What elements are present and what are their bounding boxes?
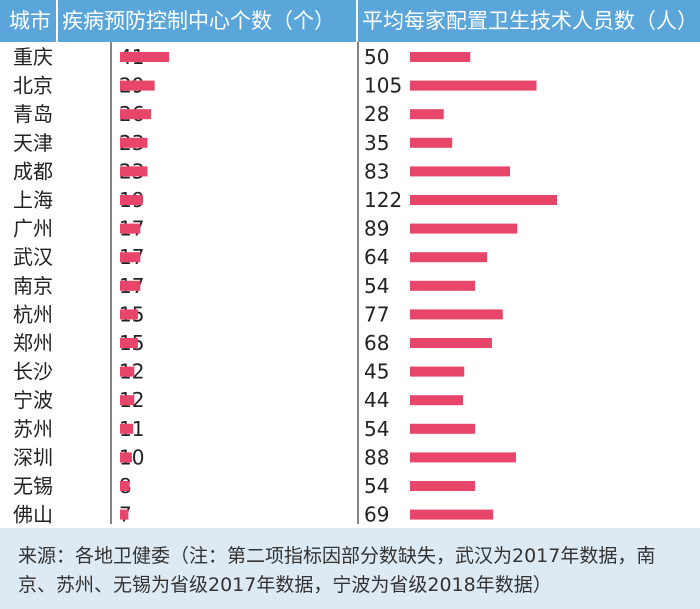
category-label: 青岛 [13,102,53,126]
value-label: 122 [364,188,402,212]
value-label: 35 [364,131,389,155]
bar-staff-per-cdc [410,80,537,91]
source-note: 来源：各地卫健委（注：第二项指标因部分数缺失，武汉为2017年数据，南京、苏州、… [0,528,700,609]
category-label: 无锡 [13,474,53,498]
bar-staff-per-cdc [410,252,488,263]
value-label: 28 [364,102,389,126]
value-label: 77 [364,302,389,326]
category-label: 苏州 [13,417,53,441]
bar-cdc-count [120,452,132,463]
category-label: 深圳 [13,445,53,469]
header-cdc-count: 疾病预防控制中心个数（个） [62,9,335,33]
bar-staff-per-cdc [410,423,476,434]
value-label: 54 [364,417,389,441]
value-label: 54 [364,274,389,298]
bar-cdc-count [120,280,141,291]
header-city: 城市 [9,9,51,33]
category-label: 郑州 [13,331,53,355]
bar-staff-per-cdc [410,309,503,320]
bar-cdc-count [120,109,152,120]
value-label: 54 [364,474,389,498]
bar-cdc-count [120,137,148,148]
value-label: 68 [364,331,389,355]
category-label: 宁波 [13,388,53,412]
value-label: 88 [364,445,389,469]
value-label: 44 [364,388,389,412]
header-staff-per-cdc: 平均每家配置卫生技术人员数（人） [362,9,698,33]
bar-cdc-count [120,80,155,91]
bar-cdc-count [120,252,141,263]
bar-staff-per-cdc [410,280,476,291]
value-label: 64 [364,245,389,269]
value-label: 50 [364,45,389,69]
bar-staff-per-cdc [410,137,453,148]
header-divider [56,0,58,42]
bar-cdc-count [120,395,135,406]
bar-staff-per-cdc [410,509,494,520]
category-label: 南京 [13,274,53,298]
bar-cdc-count [120,223,141,234]
value-label: 83 [364,159,389,183]
bar-staff-per-cdc [410,109,444,120]
bar-staff-per-cdc [410,223,518,234]
category-label: 佛山 [13,503,53,527]
category-label: 北京 [13,74,53,98]
bar-cdc-count [120,366,135,377]
category-label: 成都 [13,159,53,183]
value-label: 45 [364,360,389,384]
value-label: 105 [364,74,402,98]
category-label: 重庆 [13,45,53,69]
bar-cdc-count [120,52,169,62]
bar-staff-per-cdc [410,452,517,463]
bar-cdc-count [120,481,130,491]
bar-cdc-count [120,195,143,205]
bar-staff-per-cdc [410,52,471,62]
bar-cdc-count [120,423,134,434]
category-label: 长沙 [13,360,53,384]
bar-cdc-count [120,309,138,320]
bar-cdc-count [120,509,129,520]
bar-staff-per-cdc [410,395,464,406]
value-label: 69 [364,503,389,527]
source-text: 来源：各地卫健委（注：第二项指标因部分数缺失，武汉为2017年数据，南京、苏州、… [18,545,656,596]
category-label: 广州 [13,217,53,241]
table-header: 城市 疾病预防控制中心个数（个） 平均每家配置卫生技术人员数（人） [0,0,700,42]
header-divider [356,0,358,42]
category-label: 上海 [13,188,53,212]
bar-staff-per-cdc [410,195,557,205]
bar-staff-per-cdc [410,366,465,377]
bar-cdc-count [120,166,148,177]
category-label: 杭州 [13,302,53,326]
category-label: 天津 [13,131,53,155]
category-label: 武汉 [13,245,53,269]
bar-staff-per-cdc [410,338,492,348]
bar-cdc-count [120,338,138,348]
bar-staff-per-cdc [410,481,476,491]
bar-chart: 重庆4150北京29105青岛2628天津2335成都2383上海19122广州… [13,42,557,527]
bar-staff-per-cdc [410,166,511,177]
value-label: 89 [364,217,389,241]
